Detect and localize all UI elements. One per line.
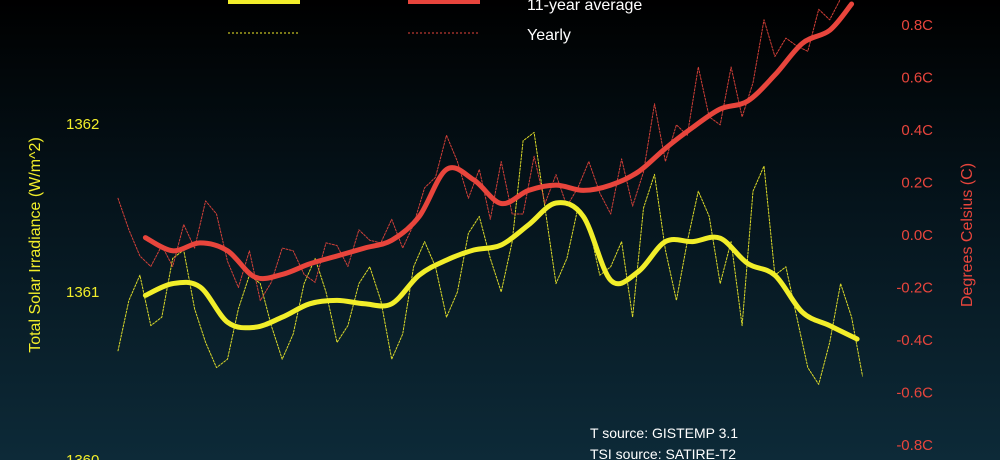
left-tick-label: 1361 xyxy=(66,284,99,301)
right-tick-label: 0.2C xyxy=(901,175,933,192)
right-tick-label: 0.6C xyxy=(901,70,933,87)
right-tick-label: -0.2C xyxy=(896,280,933,297)
right-tick-label: 0.8C xyxy=(901,17,933,34)
left-axis-title: Total Solar Irradiance (W/m^2) xyxy=(27,137,44,353)
right-axis-title: Degrees Celsius (C) xyxy=(959,163,976,307)
right-tick-label: -0.6C xyxy=(896,385,933,402)
left-axis-ticks: 1360 1361 1362 xyxy=(66,116,99,460)
right-tick-label: 0.4C xyxy=(901,122,933,139)
series-layer xyxy=(117,0,863,385)
legend: 11-year average Yearly xyxy=(228,0,642,44)
tsi-yearly-line xyxy=(117,131,863,385)
legend-average-label: 11-year average xyxy=(527,0,642,14)
right-axis-ticks: -0.8C -0.6C -0.4C -0.2C 0.0C 0.2C 0.4C 0.6C 0.8C xyxy=(896,17,933,454)
left-tick-label: 1362 xyxy=(66,116,99,133)
tsi-source: TSI source: SATIRE-T2 xyxy=(590,446,736,460)
temperature-yearly-line xyxy=(117,0,841,302)
left-tick-label: 1360 xyxy=(66,452,99,460)
tsi-11-year-average-line xyxy=(142,200,860,342)
right-tick-label: -0.4C xyxy=(896,332,933,349)
legend-yearly-label: Yearly xyxy=(527,27,571,44)
temperature-source: T source: GISTEMP 3.1 xyxy=(590,425,738,441)
right-tick-label: -0.8C xyxy=(896,437,933,454)
right-tick-label: 0.0C xyxy=(901,227,933,244)
temperature-11-year-average-line xyxy=(142,1,855,282)
